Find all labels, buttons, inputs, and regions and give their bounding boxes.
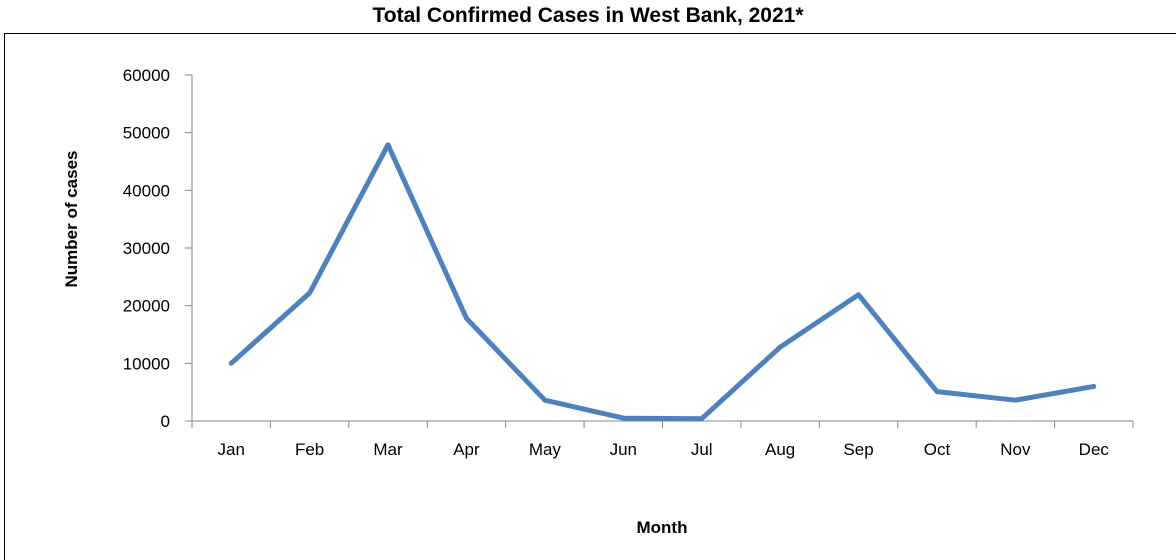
x-tick-label: Jan — [217, 440, 244, 459]
y-tick-label: 40000 — [123, 181, 170, 200]
x-axis-label: Month — [637, 518, 688, 537]
x-tick-label: Jul — [691, 440, 713, 459]
x-tick-label: Apr — [453, 440, 480, 459]
y-tick-label: 0 — [161, 412, 170, 431]
x-tick-label: Sep — [843, 440, 873, 459]
x-tick-label: Aug — [765, 440, 795, 459]
x-tick-label: Oct — [924, 440, 951, 459]
chart-frame — [4, 33, 1176, 560]
y-axis-ticks: 0 10000 20000 30000 40000 50000 60000 — [123, 66, 192, 431]
chart-title: Total Confirmed Cases in West Bank, 2021… — [372, 4, 804, 27]
x-tick-label: Mar — [373, 440, 403, 459]
chart-series — [228, 142, 1097, 422]
y-tick-label: 20000 — [123, 297, 170, 316]
x-tick-label: Jun — [610, 440, 637, 459]
y-tick-label: 60000 — [123, 66, 170, 85]
y-tick-label: 10000 — [123, 354, 170, 373]
y-axis-label: Number of cases — [62, 151, 81, 288]
x-axis-ticks: Jan Feb Mar Apr May Jun Jul Aug Sep Oct Nov Dec — [191, 421, 1134, 459]
series-line — [228, 142, 1097, 422]
y-tick-label: 30000 — [123, 239, 170, 258]
x-tick-label: Feb — [295, 440, 324, 459]
x-tick-label: Nov — [1000, 440, 1031, 459]
x-tick-label: Dec — [1079, 440, 1110, 459]
y-tick-label: 50000 — [123, 124, 170, 143]
x-tick-label: May — [529, 440, 562, 459]
